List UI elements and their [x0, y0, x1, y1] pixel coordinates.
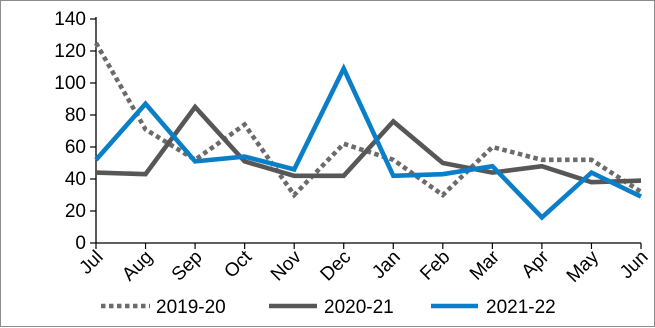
legend-label-2020-21: 2020-21	[324, 297, 394, 318]
x-tick-label: Jan	[368, 247, 405, 284]
x-tick-label: Oct	[220, 246, 256, 282]
x-tick-label: Apr	[518, 246, 554, 282]
axes	[90, 17, 642, 249]
x-tick-label: Nov	[267, 246, 306, 285]
y-tick-label: 0	[75, 233, 86, 254]
series-line-2020-21	[95, 103, 642, 185]
y-tick-label: 100	[54, 73, 86, 94]
series-lines	[94, 41, 643, 221]
x-tick-label: Aug	[118, 247, 157, 286]
y-tick-label: 140	[54, 9, 86, 30]
x-tick-label: Feb	[416, 247, 454, 285]
y-tick-label: 80	[65, 105, 86, 126]
y-tick-label: 60	[65, 137, 86, 158]
x-tick-label: Mar	[466, 246, 504, 284]
legend-label-2019-20: 2019-20	[156, 297, 226, 318]
series-line-2021-22	[94, 63, 643, 221]
x-tick-label: May	[563, 246, 604, 287]
y-tick-label: 120	[54, 41, 86, 62]
x-tick-label: Dec	[317, 247, 356, 286]
y-tick-label: 20	[65, 201, 86, 222]
legend-label-2021-22: 2021-22	[486, 297, 556, 318]
x-tick-label: Jun	[616, 247, 653, 284]
x-tick-label: Sep	[168, 247, 207, 286]
y-tick-label: 40	[65, 169, 86, 190]
legend: 2019-20 2020-21 2021-22	[101, 297, 556, 318]
